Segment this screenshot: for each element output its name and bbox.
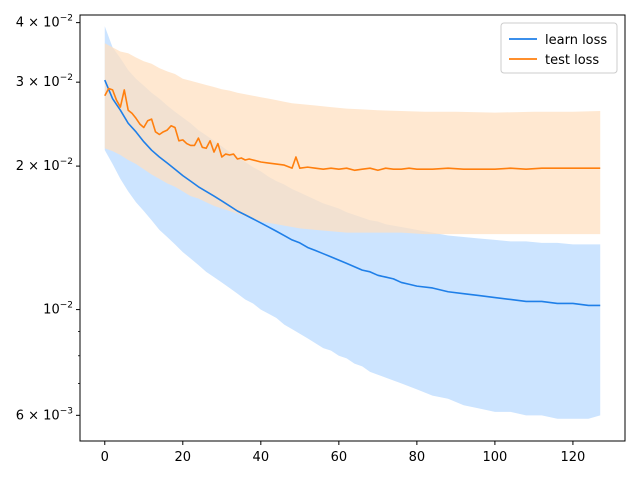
band-layer [104,26,601,419]
legend-label-learn-loss: learn loss [545,33,607,48]
x-tick-label: 20 [175,450,192,465]
learn-loss-line [104,79,601,307]
y-axis: 4 × 10−2 3 × 10−2 2 × 10−2 10−2 6 × 10−3 [16,14,80,423]
line-layer [104,79,601,307]
y-tick-label: 10−2 [43,301,73,318]
x-tick-label: 0 [101,450,109,465]
test-loss-line [104,87,601,172]
plot-frame [79,14,626,442]
x-tick-label: 100 [482,450,507,465]
x-tick-label: 60 [331,450,348,465]
x-tick-label: 80 [409,450,426,465]
x-tick-label: 40 [253,450,270,465]
y-tick-label: 6 × 10−3 [16,406,73,423]
y-tick-label: 2 × 10−2 [16,157,73,174]
y-tick-label: 3 × 10−2 [16,73,73,90]
legend-box [500,22,618,74]
legend: learn loss test loss [500,22,618,74]
legend-label-test-loss: test loss [545,53,599,68]
y-tick-label: 4 × 10−2 [16,14,73,31]
test-loss-band [104,43,601,235]
x-tick-label: 120 [561,450,586,465]
x-axis: 0 20 40 60 80 100 120 [101,441,586,465]
